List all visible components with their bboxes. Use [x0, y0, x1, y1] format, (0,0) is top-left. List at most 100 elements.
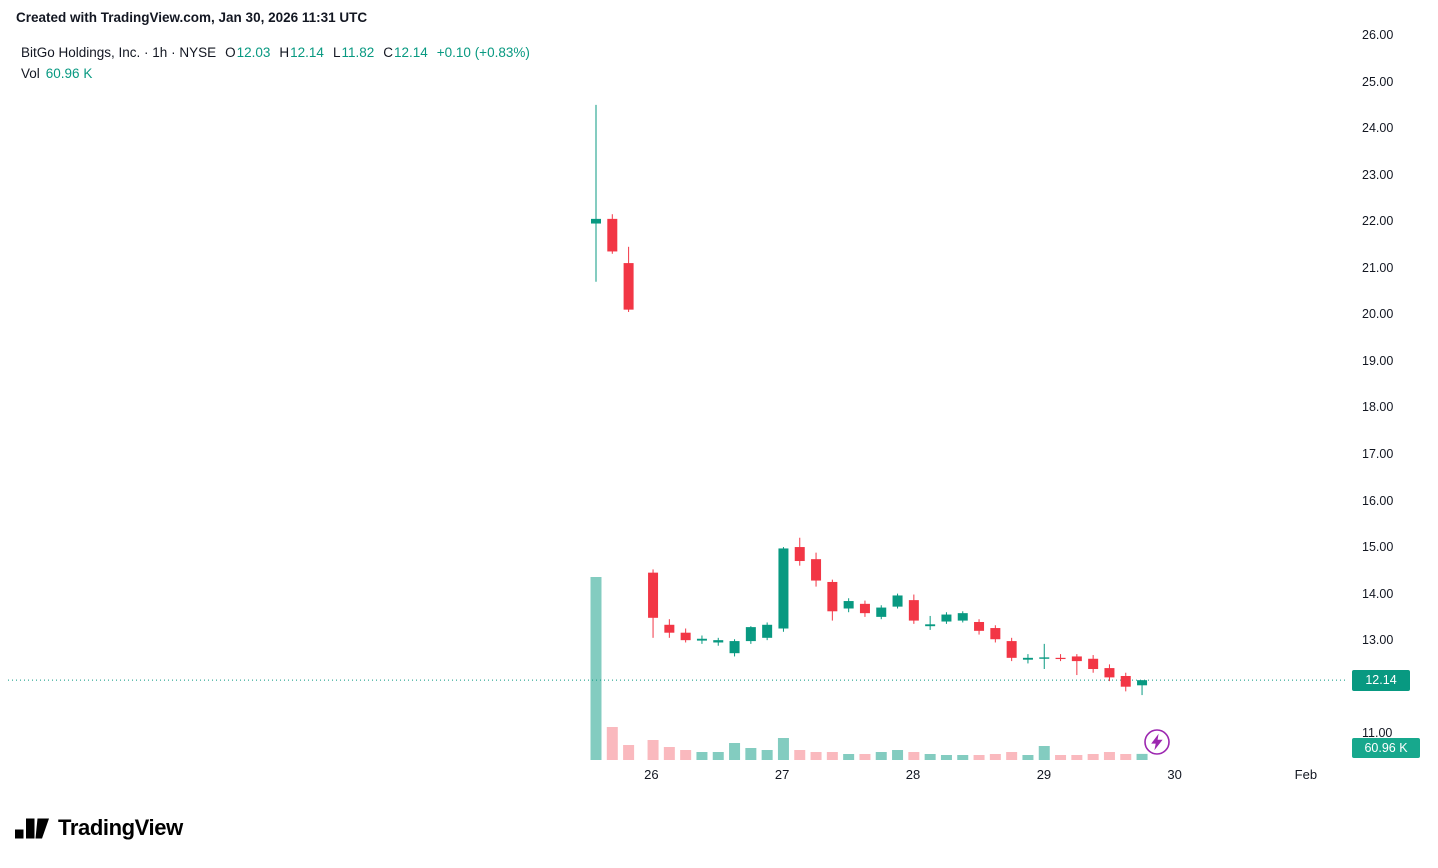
- volume-bar: [729, 743, 741, 760]
- price-axis-label: 26.00: [1362, 28, 1394, 42]
- open-value: 12.03: [236, 45, 271, 60]
- candle-body: [1055, 657, 1066, 660]
- candle-body: [876, 607, 887, 617]
- volume-bar: [680, 750, 692, 760]
- price-axis-label: 13.00: [1362, 633, 1394, 648]
- candle-body: [696, 638, 707, 641]
- volume-bar: [1136, 753, 1148, 760]
- high-readout: H 12.14: [279, 45, 324, 60]
- change-value: +0.10 (+0.83%): [436, 45, 530, 60]
- volume-bar: [908, 752, 920, 760]
- volume-bar: [1120, 754, 1132, 760]
- time-axis-label: 29: [1036, 767, 1052, 782]
- last-volume-badge: 60.96 K: [1352, 738, 1420, 758]
- time-axis-label: 28: [905, 767, 921, 782]
- candle-body: [827, 581, 838, 612]
- flash-icon[interactable]: [1142, 727, 1172, 757]
- time-axis-label: 27: [774, 767, 790, 782]
- candle-body: [941, 614, 952, 622]
- volume-bar: [989, 754, 1001, 760]
- candle-body: [1088, 658, 1099, 670]
- volume-bar: [892, 750, 904, 760]
- price-axis-label: 16.00: [1362, 493, 1394, 508]
- candle-body: [1039, 657, 1050, 659]
- price-axis-label: 22.00: [1362, 214, 1394, 229]
- volume-bar: [843, 754, 855, 760]
- candle-body: [664, 624, 675, 633]
- candle-body: [1137, 680, 1148, 686]
- volume-bar: [826, 752, 838, 760]
- candle-body: [1006, 641, 1017, 658]
- candle-body: [974, 621, 985, 631]
- time-axis-label: 30: [1167, 767, 1182, 782]
- volume-bar: [794, 750, 806, 760]
- price-axis-label: 23.00: [1362, 167, 1394, 182]
- tradingview-logo[interactable]: TradingView: [15, 815, 183, 841]
- high-value: 12.14: [290, 45, 324, 60]
- volume-bar: [924, 754, 936, 760]
- volume-label: Vol: [21, 66, 40, 81]
- volume-bar: [777, 738, 789, 760]
- price-axis-label: 24.00: [1362, 121, 1394, 136]
- volume-bar: [957, 755, 969, 760]
- volume-bar: [623, 745, 635, 760]
- volume-legend: Vol 60.96 K: [21, 66, 92, 81]
- lightning-bolt-icon: [1151, 733, 1163, 751]
- open-readout: O 12.03: [225, 45, 270, 60]
- volume-bar: [1055, 755, 1067, 760]
- volume-bar: [590, 577, 602, 760]
- symbol-title: BitGo Holdings, Inc. · 1h · NYSE: [21, 45, 217, 60]
- close-label: C: [383, 45, 393, 60]
- price-axis-label: 14.00: [1362, 586, 1394, 601]
- price-axis-label: 18.00: [1362, 400, 1394, 415]
- candle-body: [680, 632, 691, 641]
- candle-body: [990, 628, 1001, 640]
- price-axis-label: 25.00: [1362, 74, 1394, 89]
- price-axis-label: 11.00: [1362, 726, 1393, 741]
- time-axis-label: 26: [644, 767, 659, 782]
- low-value: 11.82: [341, 45, 375, 60]
- price-axis-label: 15.00: [1362, 540, 1394, 555]
- candle-body: [729, 641, 740, 654]
- volume-bar: [1071, 755, 1083, 760]
- volume-bar: [1006, 752, 1018, 760]
- volume-bar: [875, 752, 887, 760]
- candle-body: [892, 595, 903, 607]
- candle-body: [745, 627, 756, 642]
- close-readout: C 12.14: [383, 45, 428, 60]
- candle-body: [794, 547, 805, 562]
- volume-bar: [663, 747, 675, 760]
- high-label: H: [279, 45, 290, 60]
- volume-bar: [647, 740, 659, 760]
- volume-bar: [745, 748, 757, 760]
- price-axis-label: 17.00: [1362, 446, 1394, 461]
- candle-body: [623, 263, 634, 310]
- candle-body: [925, 624, 936, 627]
- volume-bar: [1087, 754, 1099, 760]
- candle-body: [762, 624, 773, 638]
- open-label: O: [225, 45, 236, 60]
- volume-bar: [712, 752, 724, 760]
- volume-bar: [1038, 746, 1050, 760]
- candle-body: [1071, 656, 1082, 662]
- candle-body: [859, 603, 870, 614]
- price-axis-label: 21.00: [1362, 260, 1394, 275]
- candle-body: [648, 572, 659, 618]
- candle-body: [778, 548, 789, 629]
- price-axis-label: 19.00: [1362, 353, 1394, 368]
- price-axis-label: 20.00: [1362, 307, 1394, 322]
- volume-bar: [859, 754, 871, 760]
- volume-value: 60.96 K: [45, 66, 93, 81]
- candle-body: [811, 559, 822, 581]
- candle-body: [607, 218, 618, 252]
- last-price-badge: 12.14: [1352, 669, 1410, 691]
- candle-body: [908, 600, 919, 621]
- volume-bar: [973, 755, 985, 760]
- candle-body: [713, 640, 724, 643]
- candle-body: [591, 218, 601, 224]
- low-readout: L 11.82: [333, 45, 374, 60]
- volume-bar: [940, 755, 952, 760]
- candle-body: [843, 601, 854, 609]
- symbol-legend[interactable]: BitGo Holdings, Inc. · 1h · NYSE O 12.03…: [21, 45, 530, 60]
